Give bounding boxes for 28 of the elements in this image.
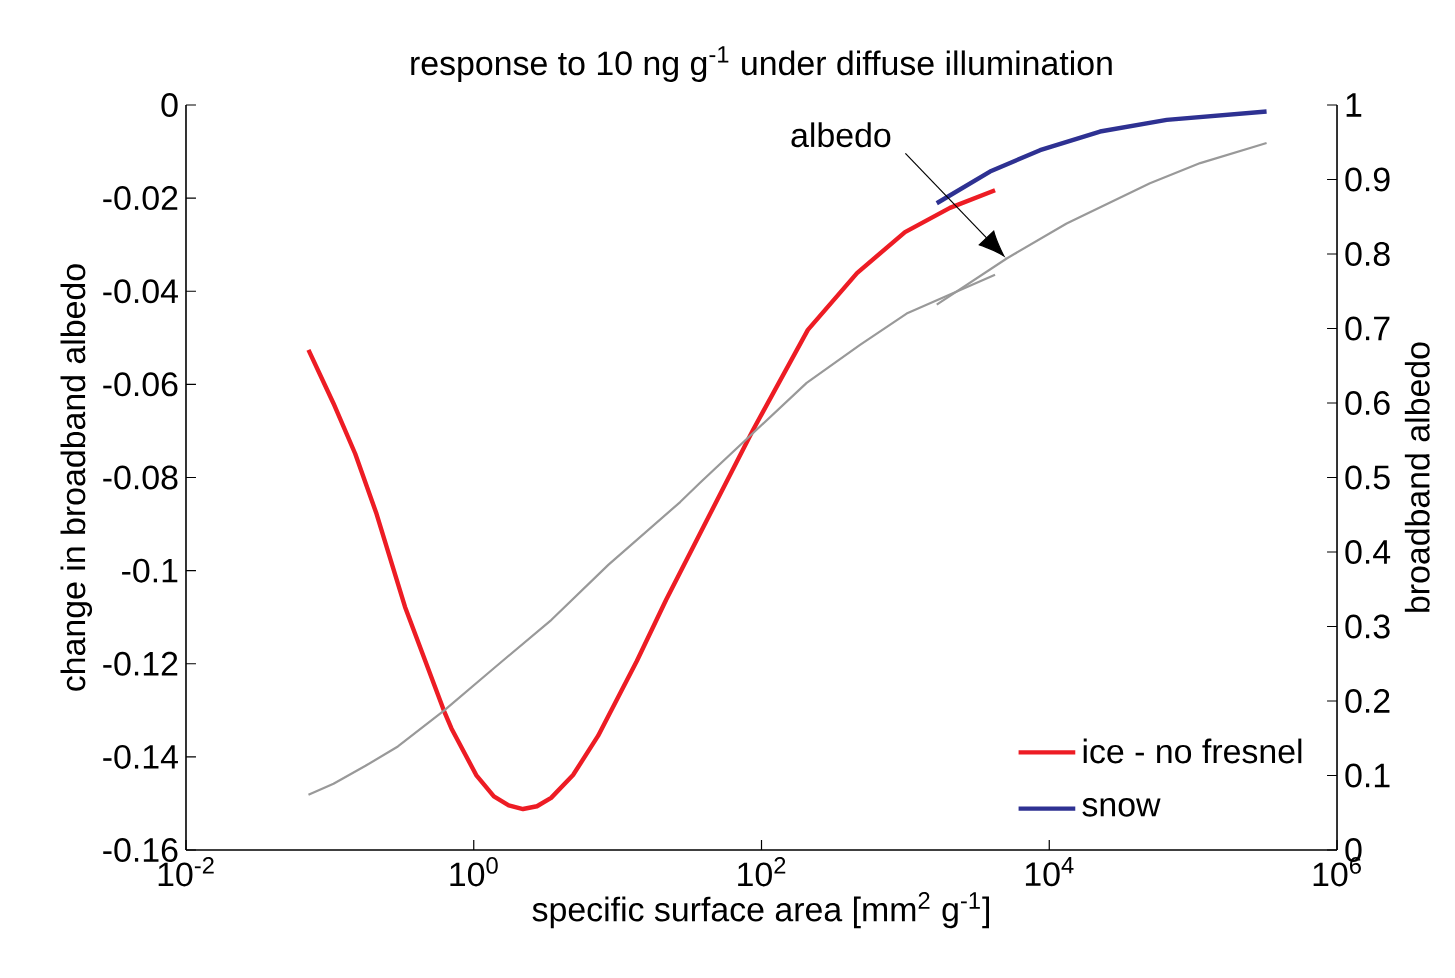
y-tick-label: 0: [161, 93, 178, 117]
y-tick-label: -0.04: [103, 279, 178, 304]
y-axis-title: change in broadband albedo: [60, 264, 93, 691]
y-tick-label: -0.14: [103, 744, 178, 769]
x-tick-label: 10$^{0}$: [450, 857, 498, 887]
y2-tick-label: 0.7: [1345, 316, 1390, 341]
y-tick-label: -0.1: [122, 558, 178, 583]
legend-label: snow: [1082, 798, 1161, 817]
y-tick-label: -0.02: [103, 186, 178, 211]
legend-label: ice - no fresnel: [1083, 738, 1302, 764]
x-tick-label: 10$^{4}$: [1025, 857, 1074, 887]
y2-tick-label: 0.3: [1345, 614, 1390, 639]
y2-tick-label: 0.4: [1345, 540, 1391, 564]
y2-tick-label: 0.8: [1345, 242, 1390, 266]
annotation: albedo: [791, 122, 891, 148]
y-tick-label: -0.06: [103, 372, 178, 397]
y2-axis-title: broadband albedo: [1404, 342, 1430, 612]
y-tick-label: -0.08: [103, 465, 178, 490]
x-tick-label: 10$^{2}$: [738, 857, 786, 887]
chart-title: response to 10 ng g$^{-1}$ under diffuse illumination: [411, 46, 1112, 82]
y2-tick-label: 0.5: [1345, 465, 1390, 490]
x-axis-title: specific surface area [mm$^{2}$ g$^{-1}$]: [532, 892, 989, 929]
y2-tick-label: 0.1: [1345, 763, 1390, 788]
y-tick-label: -0.12: [103, 651, 178, 676]
y2-tick-label: 0.9: [1345, 167, 1390, 192]
y2-tick-label: 1: [1346, 93, 1362, 117]
y2-tick-label: 0.2: [1345, 689, 1390, 713]
y2-tick-label: 0.6: [1345, 391, 1390, 415]
